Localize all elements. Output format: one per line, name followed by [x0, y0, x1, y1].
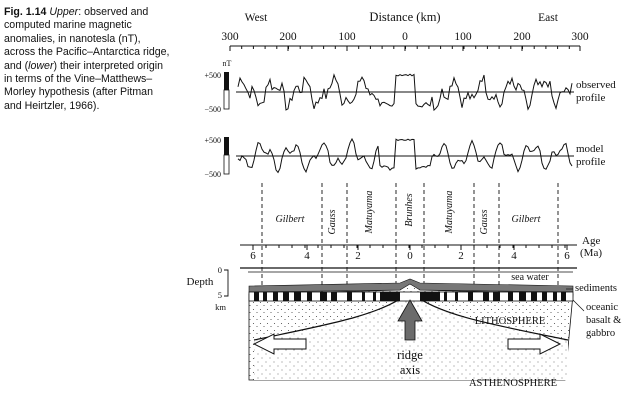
epoch-gilbert-west: Gilbert	[276, 214, 305, 225]
scale-plus-label: +500	[204, 71, 221, 80]
flow-arrow-west	[252, 333, 307, 355]
figure-label: Fig. 1.14	[4, 6, 47, 18]
basalt-label-line2: basalt &	[586, 315, 621, 326]
distance-tick-label: 300	[221, 31, 239, 43]
east-label: East	[538, 12, 559, 24]
age-tick-label: 4	[304, 250, 310, 262]
age-axis-title-line2: (Ma)	[580, 247, 602, 259]
normal-polarity-stripe	[362, 292, 365, 301]
distance-ticks: 300 200 100 0 100 200 300	[221, 31, 589, 51]
age-tick-label: 6	[564, 250, 570, 262]
normal-polarity-stripe	[294, 292, 301, 301]
basalt-label-line1: oceanic	[586, 302, 618, 313]
lithosphere-label: LITHOSPHERE	[475, 316, 546, 327]
distance-tick-label: 200	[513, 31, 531, 43]
normal-polarity-stripe	[283, 292, 289, 301]
depth-bar	[224, 269, 229, 297]
sediments-label: sediments	[575, 283, 617, 294]
ridge-axis-label-1: ridge	[397, 348, 423, 362]
normal-polarity-stripe	[483, 292, 489, 301]
caption-text-2: ) their interpreted origin in terms of t…	[4, 59, 164, 112]
observed-label-line1: observed	[576, 79, 616, 91]
normal-polarity-stripe	[553, 292, 557, 301]
observed-profile-curve	[237, 73, 573, 112]
depth-tick-0: 0	[218, 265, 222, 275]
normal-polarity-stripe	[561, 292, 566, 301]
ridge-axis-label-2: axis	[400, 363, 420, 377]
distance-tick-label: 200	[279, 31, 297, 43]
scale-plus-label: +500	[204, 136, 221, 145]
age-tick-label: 2	[355, 250, 361, 262]
normal-polarity-stripe	[542, 292, 547, 301]
normal-polarity-stripe	[320, 292, 327, 301]
model-profile-curve	[237, 137, 573, 174]
epoch-gilbert-east: Gilbert	[512, 214, 541, 225]
asthenosphere-label: ASTHENOSPHERE	[469, 378, 557, 389]
distance-axis-title: Distance (km)	[369, 10, 440, 24]
normal-polarity-stripe	[331, 292, 337, 301]
normal-polarity-stripe	[263, 292, 267, 301]
normal-polarity-stripe	[508, 292, 513, 301]
scale-minus-label: −500	[204, 105, 221, 114]
observed-scale: nT +500 −500	[204, 59, 231, 114]
sea-water-label: sea water	[511, 272, 549, 283]
normal-polarity-stripe	[455, 292, 458, 301]
normal-polarity-stripe	[347, 292, 352, 301]
normal-polarity-stripe	[444, 292, 447, 301]
observed-label-line2: profile	[576, 92, 605, 104]
age-tick-label: 6	[250, 250, 256, 262]
age-tick-label: 0	[407, 250, 413, 262]
upwelling-arrow	[397, 299, 423, 341]
normal-polarity-stripe	[254, 292, 259, 301]
epoch-gauss-east: Gauss	[479, 209, 490, 234]
figure-caption: Fig. 1.14 Upper: observed and computed m…	[4, 6, 172, 113]
normal-polarity-stripe	[519, 292, 526, 301]
model-label-line1: model	[576, 143, 604, 155]
basalt-label-line3: gabbro	[586, 328, 615, 339]
normal-polarity-stripe	[493, 292, 500, 301]
age-tick-label: 2	[458, 250, 464, 262]
scale-minus-label: −500	[204, 170, 221, 179]
epoch-matuyama-east: Matuyama	[444, 191, 455, 235]
depth-tick-5: 5	[218, 290, 222, 300]
magnetic-stripes	[254, 292, 566, 301]
distance-tick-label: 300	[571, 31, 589, 43]
normal-polarity-stripe	[273, 292, 278, 301]
normal-polarity-stripe	[420, 292, 440, 301]
normal-polarity-stripe	[373, 292, 376, 301]
age-tick-label: 4	[511, 250, 517, 262]
normal-polarity-stripe	[468, 292, 473, 301]
normal-polarity-stripe	[380, 292, 400, 301]
caption-text-1: : observed and computed marine magnetic …	[4, 6, 170, 72]
distance-tick-label: 100	[454, 31, 472, 43]
epoch-matuyama-west: Matuyama	[364, 191, 375, 235]
distance-tick-label: 100	[338, 31, 356, 43]
west-label: West	[245, 12, 269, 24]
normal-polarity-stripe	[531, 292, 537, 301]
epoch-labels: Gilbert Gauss Matuyama Brunhes Matuyama …	[276, 191, 541, 235]
model-scale: +500 −500	[204, 136, 230, 179]
caption-upper: Upper	[49, 6, 79, 18]
depth-unit: km	[215, 302, 226, 312]
normal-polarity-stripe	[307, 292, 312, 301]
epoch-gauss-west: Gauss	[327, 209, 338, 234]
depth-label: Depth	[187, 276, 214, 288]
basalt-leader	[572, 299, 585, 312]
flow-arrow-east	[507, 333, 562, 355]
distance-tick-label: 0	[402, 31, 408, 43]
age-axis-title-line1: Age	[582, 235, 600, 247]
epoch-brunhes: Brunhes	[404, 193, 415, 226]
caption-lower: lower	[28, 59, 54, 72]
age-ticks: 6 4 2 0 2 4 6	[250, 245, 570, 262]
model-label-line2: profile	[576, 156, 605, 168]
epoch-boundaries	[261, 183, 559, 296]
scale-unit: nT	[223, 59, 232, 68]
